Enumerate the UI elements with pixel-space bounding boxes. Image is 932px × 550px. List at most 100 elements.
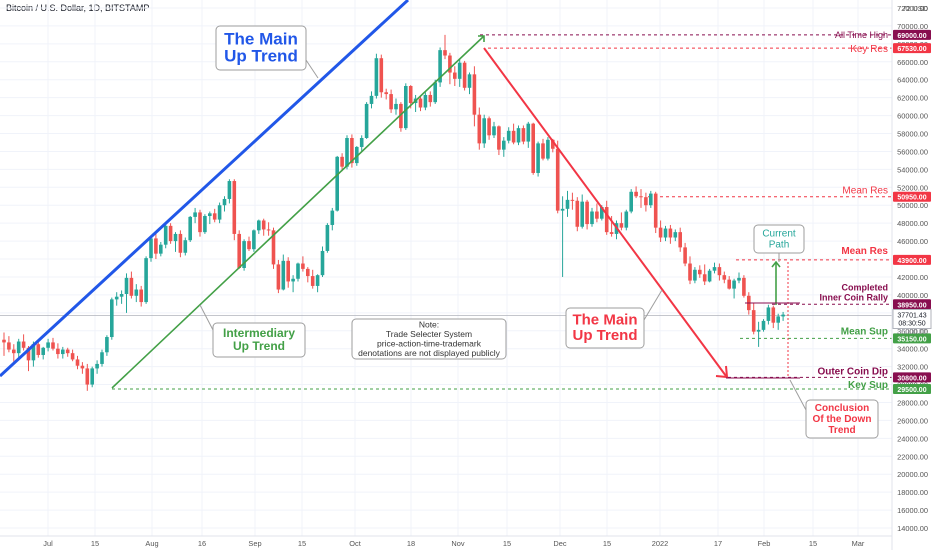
candle-body-up (580, 201, 584, 227)
price-level-label: All Time High (835, 30, 888, 40)
price-axis[interactable]: 14000.00 16000.00 18000.00 20000.00 22000.00… (891, 0, 932, 550)
price-tick-label: 22000.00 (897, 452, 928, 461)
candle-body-up (506, 130, 511, 141)
candle-body-up (227, 181, 232, 199)
price-level-tag (893, 29, 931, 40)
candle-body-down (531, 123, 535, 173)
candle-body-down (266, 229, 271, 231)
time-tick-label: Sep (248, 539, 261, 548)
candle-body-up (281, 260, 286, 290)
time-tick-label: Oct (349, 539, 361, 548)
price-tick-label: 72000.00 (897, 4, 928, 13)
candle-body-up (629, 191, 633, 212)
candle-body-up (516, 128, 521, 143)
candle-body-up (222, 198, 227, 206)
candle-body-up (193, 212, 197, 217)
candle-body-down (595, 211, 599, 219)
candle-body-up (737, 277, 741, 281)
price-level-tag (893, 191, 931, 202)
price-tick-label: 60000.00 (897, 112, 928, 121)
candle-body-up (663, 228, 668, 238)
candle-body-up (46, 342, 50, 348)
main-downtrend-callout-box (565, 307, 645, 349)
price-level-tag-text: 30800.00 (897, 375, 926, 382)
candle-body-down (75, 359, 80, 366)
price-tick-label: 48000.00 (897, 219, 928, 228)
candle-body-down (698, 269, 702, 275)
last-price-countdown: 08:30:50 (898, 321, 925, 328)
candle-body-up (761, 320, 766, 330)
candle-body-up (560, 208, 565, 211)
candle-body-down (688, 263, 692, 281)
candle-body-up (776, 316, 780, 323)
candle-body-up (492, 126, 496, 136)
candle-body-up (252, 230, 256, 250)
candle-body-down (551, 139, 555, 149)
price-level-tag-text: 43900.00 (897, 258, 926, 265)
candle-body-up (624, 211, 629, 228)
price-tick-label: 42000.00 (897, 273, 928, 282)
price-level-tag-text: 50950.00 (897, 195, 926, 202)
candle-body-up (673, 232, 678, 238)
candle-body-up (320, 250, 325, 276)
candle-body-up (693, 269, 697, 281)
candle-body-up (105, 337, 109, 353)
candle-body-down (261, 220, 266, 230)
candle-body-up (335, 156, 339, 211)
candle-body-down (634, 191, 638, 197)
conclusion-callout-text: Trend (828, 425, 855, 436)
candle-body-down (408, 86, 413, 104)
price-level-tag (893, 43, 931, 54)
candle-body-down (7, 342, 11, 350)
main-uptrend-callout-box (215, 25, 307, 71)
candle-body-down (570, 199, 575, 201)
candle-body-down (742, 277, 746, 296)
price-tick-label: 18000.00 (897, 488, 928, 497)
candle-body-down (154, 238, 158, 254)
candle-body-down (604, 207, 609, 233)
time-axis[interactable]: Jul 15 Aug 16 Sep 15 Oct 18 Nov 15 Dec 15 2022 17 Feb 1… (0, 535, 892, 548)
current-path-callout-text: Current (762, 229, 796, 240)
candle-body-up (467, 74, 472, 88)
candle-body-up (315, 275, 320, 286)
price-tick-label: 28000.00 (897, 398, 928, 407)
candle-body-up (359, 138, 364, 147)
candle-body-up (41, 347, 45, 355)
candle-body-down (472, 74, 477, 115)
candle-body-up (600, 207, 604, 219)
price-level-tag-text: 38950.00 (897, 302, 926, 309)
price-tick-label: 24000.00 (897, 434, 928, 443)
candle-body-down (139, 289, 143, 303)
candle-body-up (100, 352, 104, 364)
candle-body-down (340, 156, 344, 167)
candle-body-up (781, 314, 785, 317)
candle-body-up (95, 363, 99, 369)
candle-body-down (129, 277, 134, 296)
candle-body-down (575, 200, 580, 227)
price-level-label: Mean Res (841, 246, 888, 257)
candle-body-down (237, 233, 241, 268)
candle-body-down (2, 339, 6, 343)
candle-body-down (276, 264, 281, 290)
note-callout-text: price-action-time-trademark (377, 338, 482, 348)
candle-body-up (433, 82, 437, 103)
candle-body-down (658, 227, 663, 238)
time-tick-label: 18 (407, 539, 415, 548)
price-tick-label: 20000.00 (897, 470, 928, 479)
intermediary-callout-text: Up Trend (233, 339, 285, 353)
candle-body-up (325, 224, 330, 251)
conclusion-callout-text: Of the Down (813, 414, 872, 425)
price-level-label: Mean Res (842, 186, 888, 197)
candle-body-down (555, 148, 560, 211)
last-price-tag-text: 37701.43 (897, 313, 926, 320)
candle-body-down (443, 50, 447, 56)
candle-body-up (707, 270, 712, 282)
candle-body-up (114, 296, 119, 300)
note-callout-text: Trade Selecter System (386, 329, 472, 339)
conclusion-callout-box (805, 399, 879, 439)
candle-body-down (21, 341, 26, 348)
trendlines-layer (0, 0, 800, 389)
price-axis-unit: 72 USD (902, 4, 928, 13)
price-level-tag (893, 299, 931, 310)
